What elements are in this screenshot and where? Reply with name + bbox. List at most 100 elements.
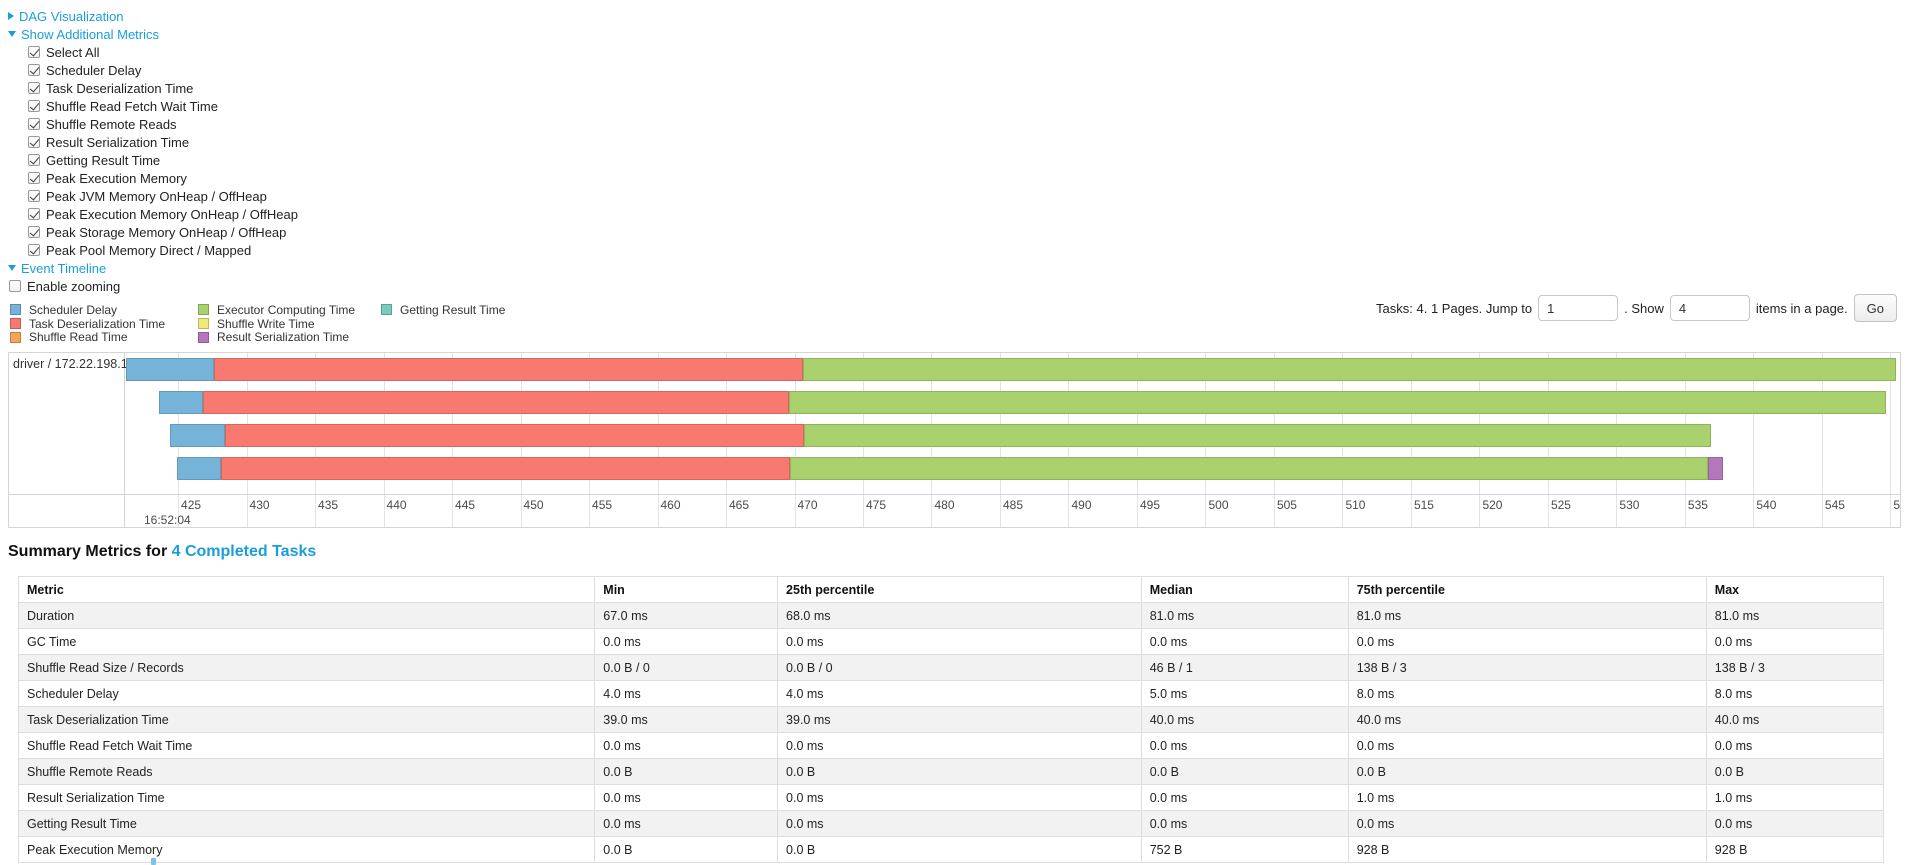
checkbox-peak-execution-memory-onheap-offheap[interactable] [28, 208, 40, 220]
checkbox-shuffle-read-fetch-wait-time[interactable] [28, 100, 40, 112]
summary-row-shuffle-read-fetch-wait-time: Shuffle Read Fetch Wait Time 0.0 ms 0.0 ms… [17, 732, 1885, 759]
checkbox-label: Peak Execution Memory [46, 170, 187, 186]
task-2-segment-executor-computing-time[interactable] [804, 424, 1711, 447]
completed-tasks-link[interactable]: 4 Completed Tasks [171, 543, 317, 560]
timeline-axis: 16:52:04 425 430 435 440 445 450 455 460 465 470 4… [126, 495, 1900, 527]
metric-checkbox-row-peak-execution-memory-onheap-offheap[interactable]: Peak Execution Memory OnHeap / OffHeap [8, 205, 298, 223]
items-per-page-input[interactable] [1669, 295, 1750, 321]
timeline-tick-label-435: 435 [318, 498, 339, 512]
event-timeline-chart: driver / 172.22.198.104 16:52:04 425 430 4… [8, 352, 1901, 528]
metric-name-cell: GC Time [17, 628, 596, 655]
summary-header-25th-percentile: 25th percentile [777, 576, 1142, 603]
enable-zooming-row[interactable]: Enable zooming [8, 277, 298, 295]
timeline-gridline-540 [1753, 353, 1755, 527]
metric-value-cell-75th-percentile: 8.0 ms [1347, 680, 1707, 707]
legend-item-shuffle-read-time: Shuffle Read Time [10, 330, 198, 344]
checkbox-peak-pool-memory-direct-mapped[interactable] [28, 244, 40, 256]
checkbox-label: Getting Result Time [46, 152, 161, 168]
metric-name-cell: Duration [17, 602, 596, 629]
collapsed-arrow-icon [8, 12, 14, 20]
legend-swatch-result-serialization-time [198, 331, 209, 343]
checkbox-label: Result Serialization Time [46, 134, 190, 150]
metric-value-cell-max: 928 B [1705, 836, 1885, 863]
event-timeline-label: Event Timeline [21, 260, 107, 276]
legend-item-getting-result-time: Getting Result Time [381, 303, 505, 317]
metric-checkbox-row-scheduler-delay[interactable]: Scheduler Delay [8, 61, 298, 79]
metric-value-cell-median: 752 B [1140, 836, 1349, 863]
dag-visualization-toggle[interactable]: DAG Visualization [8, 7, 298, 25]
metric-checkbox-row-shuffle-remote-reads[interactable]: Shuffle Remote Reads [8, 115, 298, 133]
enable-zooming-checkbox[interactable] [9, 280, 21, 292]
legend-label: Task Deserialization Time [29, 316, 166, 331]
metric-checkbox-row-task-deserialization-time[interactable]: Task Deserialization Time [8, 79, 298, 97]
show-additional-metrics-toggle[interactable]: Show Additional Metrics [8, 25, 298, 43]
metric-value-cell-75th-percentile: 928 B [1347, 836, 1707, 863]
metric-value-cell-median: 46 B / 1 [1140, 654, 1349, 681]
summary-header-metric: Metric [17, 576, 596, 603]
checkbox-label: Peak Pool Memory Direct / Mapped [46, 242, 252, 258]
task-1-segment-executor-computing-time[interactable] [789, 391, 1887, 414]
task-3-segment-scheduler-delay[interactable] [176, 457, 221, 480]
summary-header-min: Min [594, 576, 779, 603]
timeline-tick-label-425: 425 [181, 498, 202, 512]
checkbox-scheduler-delay[interactable] [28, 64, 40, 76]
go-button[interactable]: Go [1853, 294, 1897, 322]
metric-value-cell-75th-percentile: 0.0 ms [1347, 628, 1707, 655]
metric-name-cell: Task Deserialization Time [17, 706, 596, 733]
timeline-tick-label-460: 460 [660, 498, 681, 512]
metric-value-cell-max: 1.0 ms [1705, 784, 1885, 811]
checkbox-peak-jvm-memory-onheap-offheap[interactable] [28, 190, 40, 202]
timeline-tick-label-505: 505 [1276, 498, 1297, 512]
metric-value-cell-75th-percentile: 1.0 ms [1347, 784, 1707, 811]
timeline-axis-major-label: 16:52:04 [144, 513, 191, 527]
task-3-segment-task-deserialization-time[interactable] [220, 457, 791, 480]
task-1-segment-scheduler-delay[interactable] [158, 391, 203, 414]
metric-checkbox-row-peak-execution-memory[interactable]: Peak Execution Memory [8, 169, 298, 187]
timeline-tick-label-545: 545 [1824, 498, 1845, 512]
timeline-group-panel: driver / 172.22.198.104 [9, 353, 142, 527]
checkbox-select-all[interactable] [28, 46, 40, 58]
task-0-segment-executor-computing-time[interactable] [802, 358, 1896, 381]
metric-value-cell-75th-percentile: 0.0 ms [1347, 810, 1707, 837]
event-timeline-toggle[interactable]: Event Timeline [8, 259, 298, 277]
task-1-segment-task-deserialization-time[interactable] [202, 391, 789, 414]
task-2-segment-task-deserialization-time[interactable] [224, 424, 805, 447]
metric-value-cell-75th-percentile: 138 B / 3 [1347, 654, 1707, 681]
timeline-tick-label-525: 525 [1550, 498, 1571, 512]
summary-row-scheduler-delay: Scheduler Delay 4.0 ms 4.0 ms 5.0 ms 8.0 ms 8… [17, 680, 1885, 707]
metric-checkbox-row-peak-jvm-memory-onheap-offheap[interactable]: Peak JVM Memory OnHeap / OffHeap [8, 187, 298, 205]
task-3-segment-result-serialization-time[interactable] [1708, 457, 1724, 480]
metric-checkbox-row-peak-pool-memory-direct-mapped[interactable]: Peak Pool Memory Direct / Mapped [8, 241, 298, 259]
checkbox-peak-storage-memory-onheap-offheap[interactable] [28, 226, 40, 238]
summary-header-row: Metric Min 25th percentile Median 75th perce… [17, 576, 1885, 603]
checkbox-peak-execution-memory[interactable] [28, 172, 40, 184]
task-2-segment-scheduler-delay[interactable] [169, 424, 225, 447]
timeline-gridline-545 [1821, 353, 1823, 527]
metric-checkbox-row-getting-result-time[interactable]: Getting Result Time [8, 151, 298, 169]
metric-checkbox-row-select-all[interactable]: Select All [8, 43, 298, 61]
task-0-segment-scheduler-delay[interactable] [126, 358, 214, 381]
summary-header-max: Max [1705, 576, 1885, 603]
metric-value-cell-min: 0.0 ms [594, 732, 779, 759]
timeline-tick-label-495: 495 [1139, 498, 1160, 512]
task-0-segment-task-deserialization-time[interactable] [213, 358, 803, 381]
metric-checkbox-row-result-serialization-time[interactable]: Result Serialization Time [8, 133, 298, 151]
checkbox-getting-result-time[interactable] [28, 154, 40, 166]
metric-checkbox-row-peak-storage-memory-onheap-offheap[interactable]: Peak Storage Memory OnHeap / OffHeap [8, 223, 298, 241]
metric-value-cell-25th-percentile: 0.0 ms [777, 732, 1142, 759]
legend-label: Getting Result Time [400, 302, 506, 317]
metric-value-cell-max: 0.0 ms [1705, 628, 1885, 655]
legend-item-scheduler-delay: Scheduler Delay [10, 303, 198, 317]
metric-value-cell-min: 0.0 B / 0 [594, 654, 779, 681]
metric-value-cell-min: 4.0 ms [594, 680, 779, 707]
checkbox-shuffle-remote-reads[interactable] [28, 118, 40, 130]
legend-label: Shuffle Read Time [29, 330, 128, 345]
checkbox-result-serialization-time[interactable] [28, 136, 40, 148]
legend-label: Shuffle Write Time [217, 316, 315, 331]
timeline-gridline-550 [1890, 353, 1892, 527]
jump-to-page-input[interactable] [1538, 295, 1619, 321]
task-3-segment-executor-computing-time[interactable] [790, 457, 1709, 480]
checkbox-task-deserialization-time[interactable] [28, 82, 40, 94]
metric-checkbox-row-shuffle-read-fetch-wait-time[interactable]: Shuffle Read Fetch Wait Time [8, 97, 298, 115]
